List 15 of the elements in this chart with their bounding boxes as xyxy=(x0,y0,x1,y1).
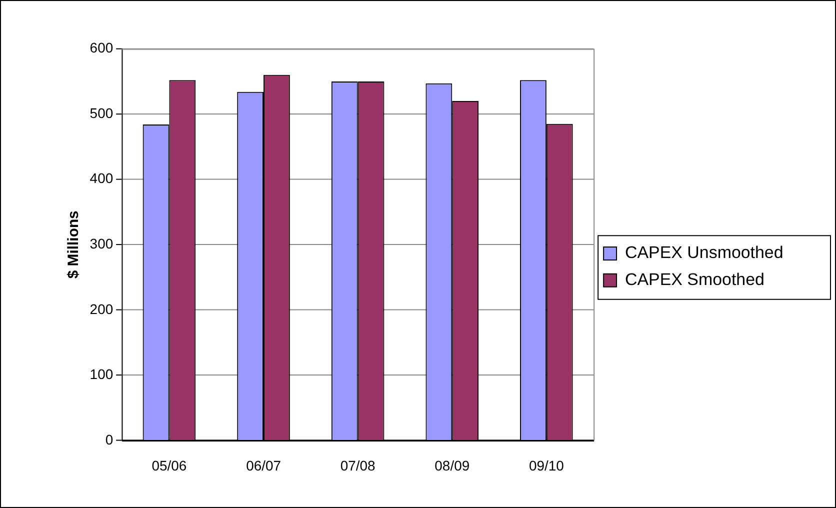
x-tick-label: 07/08 xyxy=(340,458,376,474)
y-tick-label: 400 xyxy=(90,170,114,186)
y-tick-label: 100 xyxy=(90,366,114,382)
y-axis-title: $ Millions xyxy=(64,210,82,279)
legend-label: CAPEX Unsmoothed xyxy=(625,243,784,262)
y-tick-label: 600 xyxy=(90,40,114,56)
y-tick-label: 200 xyxy=(90,300,114,317)
legend-label: CAPEX Smoothed xyxy=(625,270,764,290)
x-tick-label: 06/07 xyxy=(246,458,282,474)
y-tick-label: 500 xyxy=(90,104,114,121)
x-tick-label: 09/10 xyxy=(528,458,564,474)
x-tick-label: 05/06 xyxy=(152,458,187,474)
x-tick-label: 08/09 xyxy=(434,458,470,474)
y-tick-label: 300 xyxy=(90,235,114,252)
y-tick-label: 0 xyxy=(105,431,114,448)
